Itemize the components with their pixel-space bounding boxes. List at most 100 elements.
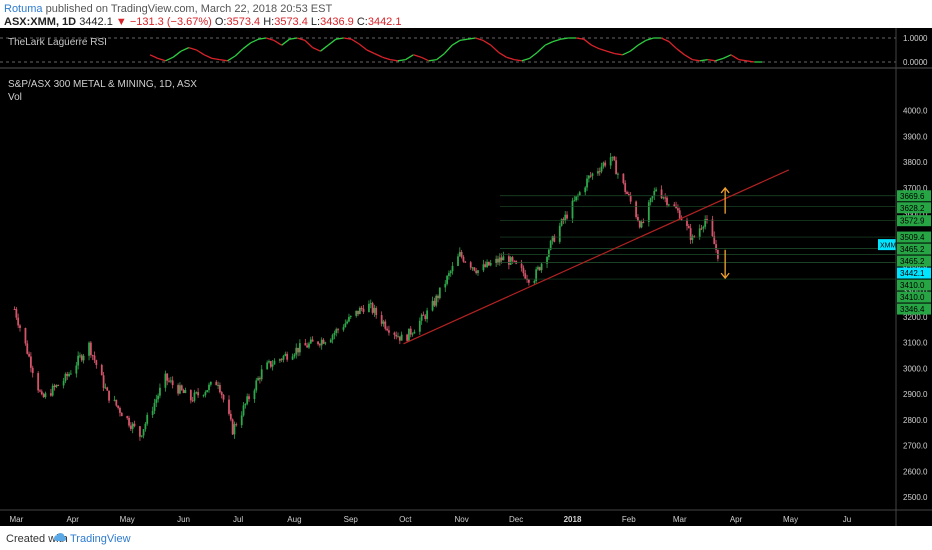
candle-body — [666, 197, 668, 205]
candle-body — [177, 385, 180, 394]
candle-body — [257, 378, 259, 381]
chart-title: S&P/ASX 300 METAL & MINING, 1D, ASX — [8, 79, 197, 90]
rsi-line-segment — [180, 47, 190, 52]
candle-body — [698, 228, 701, 237]
candle-body — [413, 331, 416, 334]
candle-body — [509, 257, 512, 265]
rsi-line-segment — [599, 48, 608, 52]
candle-body — [197, 392, 200, 396]
rsi-line-segment — [327, 38, 337, 46]
rsi-line-segment — [149, 54, 159, 59]
candle-body — [318, 344, 321, 346]
last-price-tag — [897, 267, 931, 279]
candle-body — [678, 210, 681, 219]
candle-body — [206, 390, 209, 393]
candle-body — [589, 175, 592, 177]
candle-body — [602, 162, 605, 167]
candle-body — [395, 334, 398, 337]
candle-body — [171, 380, 174, 386]
candle-body — [546, 256, 548, 264]
candle-body — [184, 390, 187, 394]
candle-body — [438, 287, 441, 299]
candle-body — [195, 392, 198, 394]
candle-body — [89, 342, 92, 356]
candle-body — [651, 195, 654, 199]
rsi-line-segment — [730, 54, 740, 61]
candle-body — [553, 236, 556, 242]
price-pane[interactable]: XMM — [13, 152, 897, 441]
rsi-line-segment — [320, 44, 329, 52]
rsi-pane — [0, 37, 896, 63]
candle-body — [448, 273, 450, 276]
candle-body — [400, 334, 403, 341]
tradingview-brand-link[interactable]: TradingView — [70, 533, 131, 545]
candle-body — [502, 256, 505, 261]
rsi-line-segment — [552, 38, 561, 43]
rsi-line-segment — [676, 48, 685, 56]
candle-body — [69, 373, 72, 375]
candle-body — [475, 270, 478, 274]
candle-body — [655, 189, 657, 191]
rsi-line-segment — [405, 54, 414, 61]
symbol-label[interactable]: ASX:XMM, 1D — [4, 16, 77, 28]
time-axis-tick-label: Mar — [9, 515, 23, 524]
rsi-line-segment — [629, 44, 639, 52]
candle-body — [449, 271, 452, 274]
candle-body — [457, 256, 459, 266]
candle-body — [600, 166, 603, 172]
candle-body — [424, 315, 427, 320]
candle-body — [584, 187, 587, 193]
candle-body — [337, 329, 339, 331]
rsi-line-segment — [188, 46, 197, 51]
high-label: H: — [263, 16, 275, 28]
candle-body — [68, 373, 70, 377]
rsi-line-segment — [529, 51, 538, 59]
rsi-line-segment — [715, 57, 724, 62]
candle-body — [426, 310, 428, 320]
arrow-down-icon[interactable] — [720, 272, 730, 280]
author-link[interactable]: Rotuma — [4, 3, 43, 15]
chart-canvas[interactable]: XMM 1.0000 0.0000 4000.0 3900.0 3800.0 3700.0… — [0, 28, 932, 526]
created-with-text: Created with — [6, 533, 68, 545]
candle-body — [713, 236, 716, 245]
price-axis-tick-label: 2900.0 — [903, 390, 928, 399]
rsi-line-segment — [281, 38, 290, 46]
candle-body — [295, 347, 298, 355]
candle-body — [558, 225, 561, 242]
candle-body — [471, 267, 474, 269]
time-axis-tick-label: Oct — [399, 515, 412, 524]
time-axis-tick-label: May — [120, 515, 135, 524]
candle-body — [142, 429, 145, 436]
candle-body — [51, 385, 54, 396]
candle-body — [344, 323, 347, 328]
candle-body — [31, 367, 34, 374]
candle-body — [220, 392, 223, 396]
footer: Created with TradingView — [0, 526, 932, 550]
price-level-tag-label: 3410.0 — [900, 293, 925, 302]
low-label: L: — [310, 16, 321, 28]
candle-body — [233, 424, 236, 435]
tradingview-logo-icon[interactable] — [52, 531, 68, 545]
candle-body — [324, 342, 327, 344]
candle-body — [133, 423, 136, 427]
candle-body — [382, 321, 385, 324]
candle-body — [298, 343, 301, 353]
candle-body — [622, 173, 625, 184]
candle-body — [40, 391, 43, 395]
candle-body — [66, 373, 69, 377]
rsi-indicator-title[interactable]: TheLark Laguerre RSI — [8, 37, 107, 48]
candle-body — [500, 257, 503, 261]
candle-body — [549, 240, 552, 250]
candle-body — [79, 355, 81, 357]
candle-body — [131, 423, 134, 429]
candle-body — [342, 327, 345, 330]
time-axis-tick-label: Nov — [455, 515, 469, 524]
volume-label[interactable]: Vol — [8, 92, 22, 103]
candle-body — [640, 221, 643, 228]
rsi-line-segment — [536, 44, 546, 53]
arrow-up-icon[interactable] — [720, 186, 730, 194]
candle-body — [386, 328, 389, 331]
candle-body — [535, 269, 538, 282]
candle-body — [39, 390, 41, 392]
candle-body — [278, 359, 281, 361]
